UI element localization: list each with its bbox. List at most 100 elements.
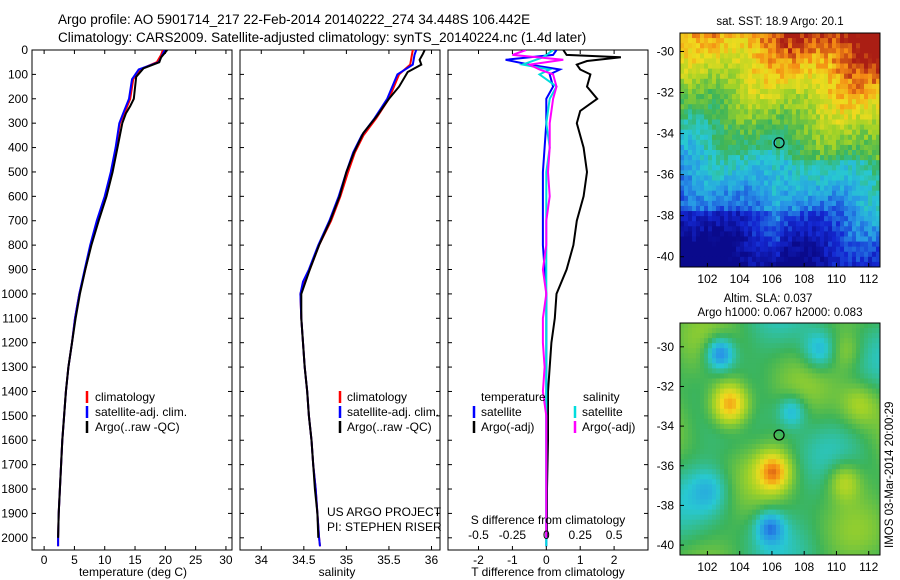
heatmap-cell (792, 529, 797, 536)
heatmap-cell (736, 544, 741, 551)
heatmap-cell (780, 373, 785, 379)
heatmap-cell (704, 88, 709, 95)
heatmap-cell (736, 139, 741, 146)
heatmap-cell (836, 423, 841, 430)
heatmap-cell (824, 53, 829, 59)
heatmap-cell (796, 195, 801, 202)
heatmap-cell (760, 165, 765, 171)
heatmap-cell (732, 328, 737, 334)
heatmap-cell (764, 499, 769, 505)
heatmap-cell (752, 119, 757, 125)
heatmap-cell (792, 150, 797, 156)
heatmap-cell (800, 444, 805, 450)
heatmap-cell (788, 358, 793, 364)
heatmap-cell (840, 388, 845, 395)
heatmap-cell (752, 358, 757, 364)
heatmap-cell (848, 328, 853, 334)
heatmap-cell (704, 358, 709, 364)
legend-label-s-argo: Argo(-adj) (582, 420, 635, 434)
x-tick-label: 108 (794, 560, 814, 574)
heatmap-cell (684, 459, 689, 465)
heatmap-cell (860, 231, 865, 237)
heatmap-cell (732, 216, 737, 222)
heatmap-cell (860, 246, 865, 253)
heatmap-cell (680, 241, 685, 248)
heatmap-cell (696, 99, 701, 105)
heatmap-cell (768, 53, 773, 59)
heatmap-cell (744, 519, 749, 526)
heatmap-cell (860, 48, 865, 54)
heatmap-cell (704, 38, 709, 44)
heatmap-cell (836, 433, 841, 440)
heatmap-cell (692, 53, 697, 59)
heatmap-cell (824, 68, 829, 75)
heatmap-cell (792, 109, 797, 115)
heatmap-cell (876, 353, 880, 359)
heatmap-cell (732, 534, 737, 541)
heatmap-cell (724, 73, 729, 80)
heatmap-cell (736, 378, 741, 384)
heatmap-cell (720, 236, 725, 242)
heatmap-cell (832, 459, 837, 465)
heatmap-cell (864, 99, 869, 105)
heatmap-cell (720, 398, 725, 405)
heatmap-cell (724, 261, 729, 267)
heatmap-cell (788, 489, 793, 495)
heatmap-cell (760, 78, 765, 85)
heatmap-cell (804, 373, 809, 379)
heatmap-cell (696, 43, 701, 49)
heatmap-cell (700, 358, 705, 364)
heatmap-cell (728, 489, 733, 495)
heatmap-cells (680, 323, 880, 555)
heatmap-cell (848, 388, 853, 395)
heatmap-cell (772, 175, 777, 181)
heatmap-cell (836, 494, 841, 500)
heatmap-cell (844, 363, 849, 369)
heatmap-cell (796, 469, 801, 475)
heatmap-cell (696, 134, 701, 141)
heatmap-cell (804, 343, 809, 349)
heatmap-cell (696, 363, 701, 369)
heatmap-cell (684, 155, 689, 161)
heatmap-cell (784, 343, 789, 349)
heatmap-cell (780, 368, 785, 374)
heatmap-cell (788, 63, 793, 70)
heatmap-cell (828, 251, 833, 258)
heatmap-cell (860, 170, 865, 176)
heatmap-cell (748, 484, 753, 490)
heatmap-cell (808, 83, 813, 90)
heatmap-cell (724, 160, 729, 166)
heatmap-cell (724, 509, 729, 516)
heatmap-cell (740, 408, 745, 415)
heatmap-cell (736, 124, 741, 131)
heatmap-cell (840, 251, 845, 258)
heatmap-cell (800, 504, 805, 511)
heatmap-cell (860, 479, 865, 485)
heatmap-cell (748, 413, 753, 420)
heatmap-cell (824, 358, 829, 364)
heatmap-cell (848, 231, 853, 237)
heatmap-cell (720, 439, 725, 445)
heatmap-cell (764, 134, 769, 141)
heatmap-cell (872, 428, 877, 435)
heatmap-cell (856, 328, 861, 334)
heatmap-cell (804, 124, 809, 131)
heatmap-cell (868, 211, 873, 217)
heatmap-cell (788, 175, 793, 181)
heatmap-cell (864, 226, 869, 232)
heatmap-cell (768, 383, 773, 389)
heatmap-cell (768, 109, 773, 115)
heatmap-cell (720, 353, 725, 359)
heatmap-cell (828, 180, 833, 187)
heatmap-cell (864, 180, 869, 187)
heatmap-cell (860, 236, 865, 242)
x-tick-label: 110 (827, 272, 846, 286)
heatmap-cell (828, 423, 833, 430)
heatmap-cell (740, 368, 745, 374)
heatmap-cell (808, 73, 813, 80)
heatmap-cell (820, 494, 825, 500)
heatmap-cell (776, 129, 781, 136)
heatmap-cell (800, 114, 805, 120)
heatmap-cell (780, 33, 785, 39)
heatmap-cell (876, 246, 880, 253)
